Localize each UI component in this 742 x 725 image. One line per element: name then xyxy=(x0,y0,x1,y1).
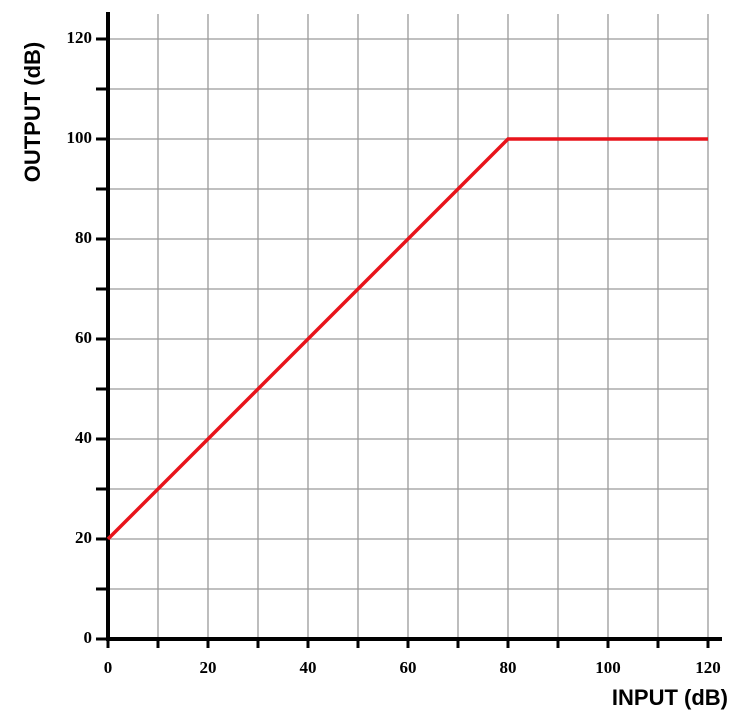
line-series xyxy=(106,137,708,541)
x-tick-label: 40 xyxy=(300,658,317,677)
y-tick-label: 120 xyxy=(67,28,93,47)
y-tick-label: 0 xyxy=(84,628,93,647)
y-tick-label: 60 xyxy=(75,328,92,347)
y-tick-label: 80 xyxy=(75,228,92,247)
y-tick-label: 100 xyxy=(67,128,93,147)
x-tick-label: 120 xyxy=(695,658,721,677)
x-tick-label: 0 xyxy=(104,658,113,677)
y-tick-label: 40 xyxy=(75,428,92,447)
x-tick-label: 20 xyxy=(200,658,217,677)
x-axis-title: INPUT (dB) xyxy=(612,685,728,710)
x-tick-label: 80 xyxy=(500,658,517,677)
x-tick-label: 100 xyxy=(595,658,621,677)
x-tick-label: 60 xyxy=(400,658,417,677)
y-tick-label: 20 xyxy=(75,528,92,547)
y-axis-title: OUTPUT (dB) xyxy=(20,42,45,183)
